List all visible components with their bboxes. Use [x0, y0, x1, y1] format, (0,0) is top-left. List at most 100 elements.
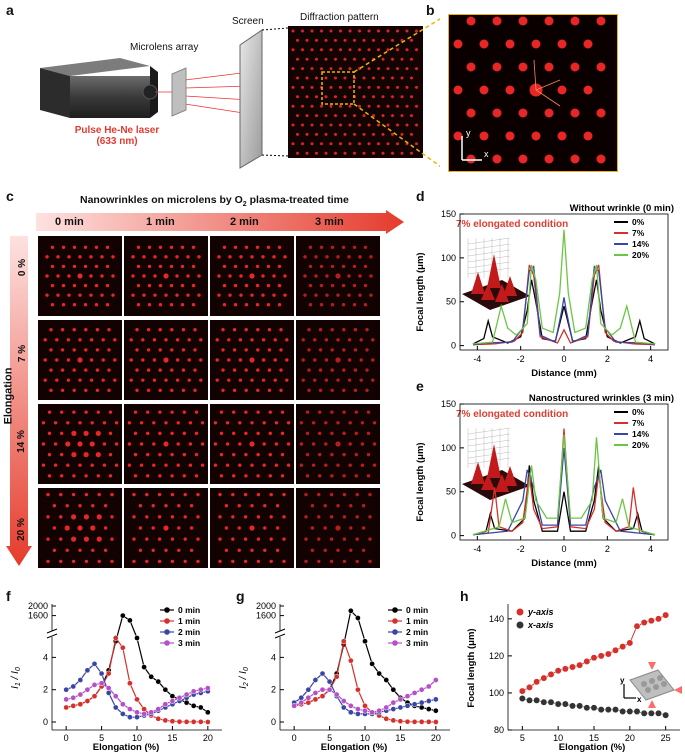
pattern-spot [84, 368, 88, 372]
data-point [376, 670, 383, 677]
diffraction-dot [339, 142, 342, 146]
pattern-spot [347, 274, 351, 278]
pattern-spot [275, 526, 280, 530]
diffraction-dot [381, 132, 385, 136]
chart-f-ylabel-sub2: 0 [15, 667, 22, 671]
data-point [319, 670, 326, 677]
pattern-spot [319, 303, 324, 307]
data-point [204, 685, 211, 691]
pattern-spot [191, 245, 196, 249]
microlens-array [171, 67, 187, 117]
data-point [561, 700, 569, 708]
pattern-spot [372, 421, 377, 425]
pattern-spot [325, 293, 329, 297]
chart-h-ylabel: Focal length (μm) [466, 628, 477, 707]
pattern-spot [97, 559, 101, 564]
data-point [319, 686, 326, 693]
data-point [355, 711, 361, 717]
data-point [411, 690, 418, 696]
pattern-spot [100, 274, 104, 278]
data-point [369, 709, 375, 716]
pattern-spot [283, 293, 287, 297]
pattern-spot [282, 537, 286, 541]
series-line-0% [472, 279, 656, 345]
diffraction-dot [329, 48, 333, 52]
data-point [390, 699, 397, 706]
pattern-spot [55, 338, 59, 342]
pattern-spot [94, 303, 99, 307]
pattern-spot [95, 388, 100, 392]
pattern-spot [318, 431, 322, 436]
pattern-spot [285, 358, 289, 362]
pattern-spot [256, 388, 260, 392]
pattern-spot [317, 537, 321, 541]
legend-label: 0 min [406, 605, 428, 615]
pattern-spot [349, 548, 353, 552]
pattern-spot [84, 348, 88, 352]
pattern-spot [71, 514, 77, 520]
pattern-spot [43, 378, 47, 382]
pattern-spot [266, 264, 271, 269]
diffraction-dot [367, 123, 371, 127]
data-point [425, 718, 432, 725]
zoom-spot [557, 39, 567, 49]
data-point [197, 686, 204, 693]
series-line-7% [472, 264, 656, 346]
data-point [119, 644, 126, 651]
pattern-spot [83, 283, 88, 288]
diffraction-dot [372, 76, 375, 80]
pattern-spot [231, 559, 235, 564]
pattern-spot [200, 442, 205, 446]
pattern-spot [213, 442, 218, 446]
diffraction-dot [310, 48, 314, 52]
pattern-spot [261, 358, 266, 362]
pattern-spot [318, 410, 322, 414]
pattern-spot [268, 410, 272, 414]
inset-peak [481, 474, 495, 490]
pattern-spot [194, 410, 199, 414]
pattern-spot [94, 264, 99, 269]
data-point [204, 709, 211, 716]
zoomed-dots [453, 16, 606, 164]
pattern-spot [89, 274, 93, 278]
pattern-spot [46, 559, 50, 564]
pattern-spot [361, 504, 366, 508]
pattern-spot [142, 293, 146, 297]
data-point [127, 706, 133, 712]
pattern-spot [227, 358, 231, 362]
pattern-spot [135, 388, 139, 392]
data-point [84, 698, 91, 704]
pattern-spot [146, 348, 151, 352]
pattern-spot [335, 357, 341, 363]
pattern-spot [342, 410, 346, 414]
pattern-spot [275, 504, 280, 508]
pattern-spot [349, 526, 353, 530]
data-point [134, 696, 140, 703]
surface-inset [462, 427, 530, 500]
data-point [604, 650, 612, 658]
diffraction-dot [405, 67, 409, 71]
pattern-spot [224, 548, 229, 552]
inset-y-label: y [620, 676, 625, 685]
pattern-spot [280, 474, 285, 478]
diffraction-dot [310, 29, 314, 33]
diffraction-dot [415, 123, 418, 127]
screen-label: Screen [232, 16, 264, 27]
data-point [355, 686, 361, 693]
data-point [155, 706, 162, 712]
inset-grid-line [467, 427, 511, 435]
y-tick-label: 140 [489, 614, 504, 624]
pattern-spot [60, 368, 65, 372]
pattern-spot [183, 515, 187, 519]
panel-letter-d: d [416, 188, 425, 204]
pattern-spot [132, 537, 136, 541]
diffraction-dot [362, 114, 366, 118]
pattern-spot [113, 378, 117, 382]
pattern-spot [169, 283, 174, 288]
pattern-spot [133, 452, 138, 457]
pattern-spot [177, 526, 181, 530]
pattern-spot [169, 245, 174, 249]
pattern-spot [101, 358, 105, 362]
pattern-spot [176, 442, 180, 446]
diffraction-dot [362, 151, 366, 155]
